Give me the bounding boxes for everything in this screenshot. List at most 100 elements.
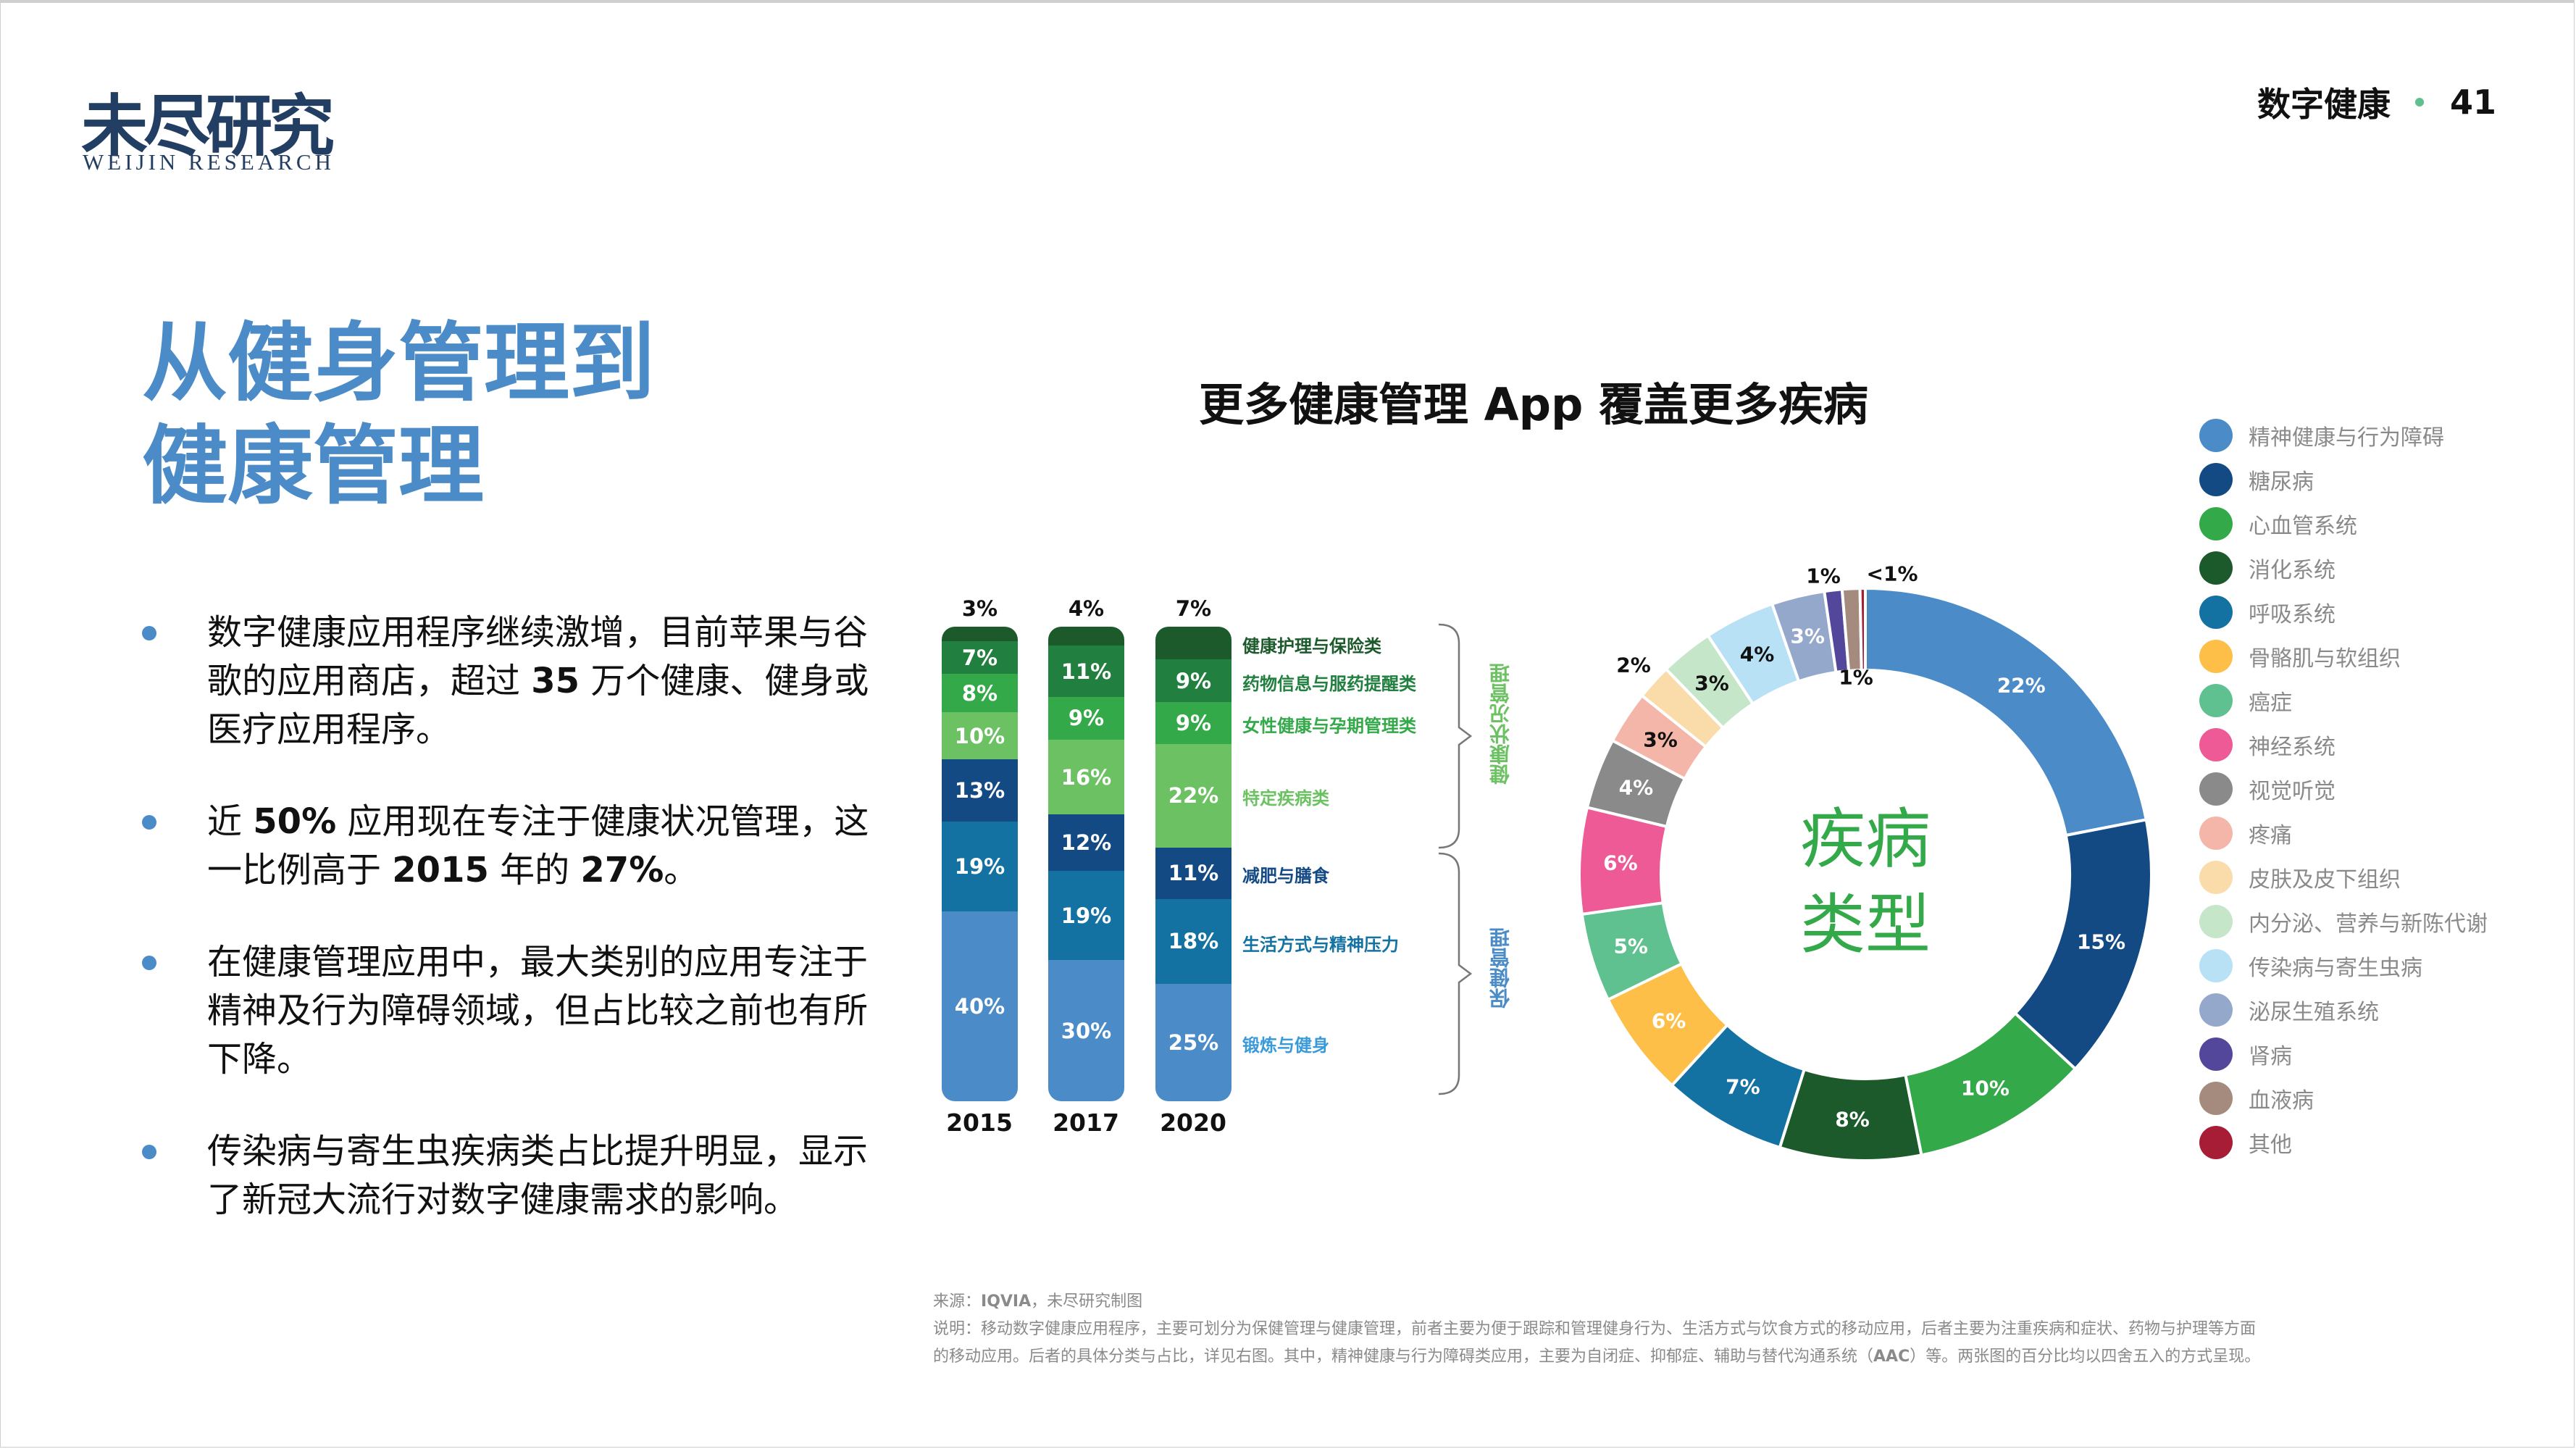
donut-slice-label: 15% [2077,930,2126,954]
donut-slice-label: 1% [1839,665,1873,690]
legend-label: 心血管系统 [2249,513,2357,539]
legend-swatch-icon [2199,1125,2233,1159]
donut-slice-label: 3% [1694,671,1729,696]
donut-slice [1858,586,1867,672]
legend-item: 癌症 [2199,678,2488,722]
chart-title: 更多健康管理 App 覆盖更多疾病 [1199,378,1868,431]
bar-segment: 16% [1048,739,1124,815]
page-header: 数字健康 41 [2257,78,2496,126]
note-line-2: 的移动应用。后者的具体分类与占比，详见右图。其中，精神健康与行为障碍类应用，主要… [933,1343,2454,1371]
bar-segment: 10% [942,711,1018,760]
legend-item: 呼吸系统 [2199,590,2488,634]
bullet-text: 数字健康应用程序继续激增，目前苹果与谷歌的应用商店，超过 [207,612,869,701]
bullet-item: 传染病与寄生虫疾病类占比提升明显，显示了新冠大流行对数字健康需求的影响。 [142,1127,874,1224]
note-bold: AAC [1873,1348,1910,1366]
legend-swatch-icon [2199,1037,2233,1071]
page-title: 从健身管理到 健康管理 [142,312,655,517]
bar-2017: 11% 9% 16% 12% 19% 30% [1048,627,1124,1101]
legend-label: 精神健康与行为障碍 [2249,425,2444,451]
bullet-emphasis: 35 [531,661,580,701]
bar-segment: 30% [1048,960,1124,1101]
legend-swatch-icon [2199,683,2233,717]
category-label: 药物信息与服药提醒类 [1242,673,1416,694]
legend-swatch-icon [2199,993,2233,1027]
legend-label: 血液病 [2249,1087,2314,1114]
legend-item: 心血管系统 [2199,501,2488,546]
bar-segment: 22% [1155,744,1231,848]
donut-slice-label: 4% [1739,642,1775,667]
legend-label: 传染病与寄生虫病 [2249,955,2422,981]
bullet-emphasis: 2015 [392,850,489,890]
source-line: 来源：IQVIA，未尽研究制图 [933,1288,2454,1316]
category-label: 特定疾病类 [1242,788,1329,809]
donut-slice-label: 7% [1726,1074,1760,1099]
legend-label: 消化系统 [2249,557,2335,583]
bar-segment: 19% [942,821,1018,911]
legend-item: 疼痛 [2199,811,2488,855]
legend-item: 血液病 [2199,1076,2488,1120]
legend-swatch-icon [2199,418,2233,452]
donut-slice [1864,586,2149,838]
legend-label: 泌尿生殖系统 [2249,999,2379,1025]
separator-dot-icon [2414,98,2424,107]
bar-top-value: 4% [1068,596,1105,621]
category-label: 健康护理与保险类 [1242,635,1381,656]
legend-label: 骨骼肌与软组织 [2249,646,2401,672]
bullet-text: 。 [664,850,699,890]
category-label: 减肥与膳食 [1242,866,1329,887]
legend-swatch-icon [2199,506,2233,540]
category-label: 锻炼与健身 [1242,1035,1329,1056]
legend-label: 皮肤及皮下组织 [2249,867,2401,893]
legend-item: 传染病与寄生虫病 [2199,943,2488,987]
bar-segment: 11% [1155,847,1231,900]
bar-segment: 25% [1155,983,1231,1101]
note-text-a: 的移动应用。后者的具体分类与占比，详见右图。其中，精神健康与行为障碍类应用，主要… [933,1348,1874,1366]
bar-segment: 9% [1048,697,1124,740]
bar-year-label: 2020 [1160,1108,1226,1137]
bar-segment: 13% [942,759,1018,822]
bar-segment: 9% [1155,701,1231,745]
bar-segment: 7% [942,640,1018,675]
legend-swatch-icon [2199,948,2233,982]
title-line-2: 健康管理 [142,416,485,516]
donut-slice-label: 10% [1960,1076,2010,1101]
bullet-item: 数字健康应用程序继续激增，目前苹果与谷歌的应用商店，超过 35 万个健康、健身或… [142,609,874,754]
logo-english: WEIJIN RESEARCH [83,149,335,175]
legend-item: 骨骼肌与软组织 [2199,634,2488,678]
title-line-1: 从健身管理到 [142,313,656,413]
legend-swatch-icon [2199,551,2233,585]
legend-swatch-icon [2199,639,2233,673]
legend-swatch-icon [2199,727,2233,761]
legend-label: 肾病 [2249,1043,2292,1069]
category-label: 女性健康与孕期管理类 [1242,715,1416,736]
legend-label: 其他 [2249,1132,2292,1158]
legend-swatch-icon [2199,772,2233,806]
bar-segment: 18% [1155,899,1231,984]
bullet-item: 近 50% 应用现在专注于健康状况管理，这一比例高于 2015 年的 27%。 [142,798,874,895]
bar-segment: 8% [942,674,1018,712]
note-line-1: 说明：移动数字健康应用程序，主要可划分为保健管理与健康管理，前者主要为便于跟踪和… [933,1320,2257,1338]
donut-slice-label: 6% [1651,1009,1686,1033]
bar-segment: 9% [1155,659,1231,702]
donut-slice-label: 2% [1616,653,1651,677]
legend-label: 癌症 [2249,690,2292,716]
bullet-text: 在健康管理应用中，最大类别的应用专注于精神及行为障碍领域，但占比较之前也有所下降… [207,942,869,1080]
bullet-text: 近 [207,801,254,842]
footnote: 来源：IQVIA，未尽研究制图 说明：移动数字健康应用程序，主要可划分为保健管理… [933,1288,2454,1371]
bar-segment [1048,627,1124,646]
legend-label: 疼痛 [2249,822,2292,848]
donut-slice-label: 1% [1806,564,1841,588]
donut-legend: 精神健康与行为障碍 糖尿病 心血管系统 消化系统 呼吸系统 骨骼肌与软组织 癌症 神经系统 视觉… [2199,413,2488,1164]
source-name: IQVIA [981,1293,1032,1311]
donut-slice-label: 8% [1835,1107,1870,1132]
legend-item: 消化系统 [2199,546,2488,590]
bullet-emphasis: 27% [580,850,664,890]
legend-item: 肾病 [2199,1032,2488,1076]
legend-item: 其他 [2199,1120,2488,1164]
category-label: 生活方式与精神压力 [1242,934,1399,955]
legend-label: 视觉听觉 [2249,778,2335,804]
legend-swatch-icon [2199,1081,2233,1115]
bullet-text: 应用现在专注于健康状况管理，这一比例高于 [207,801,869,890]
